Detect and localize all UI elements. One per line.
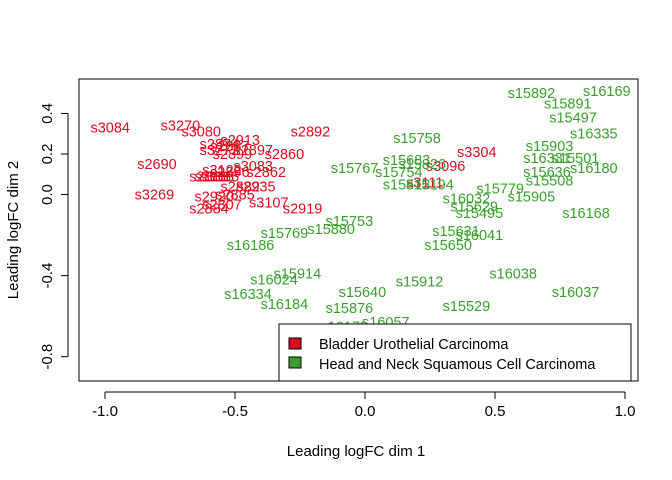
x-tick-label: 0.5 [485,403,506,420]
y-tick-label: -0.8 [39,344,56,370]
sample-point-label: s15683 [383,153,431,169]
x-tick-label: -0.5 [222,403,248,420]
sample-point-label: s15636 [523,165,571,181]
sample-point-label: s15650 [424,238,472,254]
x-axis: -1.0 -0.5 0.0 0.5 1.0 [92,391,636,420]
sample-point-label: s15753 [326,214,374,230]
sample-point-label: s3084 [90,121,130,137]
sample-point-label: s15631 [432,224,480,240]
sample-point-label: s16032 [443,192,491,208]
sample-point-label: s15767 [331,161,379,177]
sample-point-label: s2899 [213,147,253,163]
sample-point-label: s2874 [200,137,240,153]
sample-point-label: s2888 [189,169,229,185]
sample-point-label: s15876 [326,301,374,317]
y-tick-label: 0.4 [39,103,56,124]
legend-label-bladder: Bladder Urothelial Carcinoma [319,337,509,353]
sample-point-label: s15779 [476,181,524,197]
sample-point-label: s16335 [570,127,618,143]
sample-point-label: s15629 [450,200,498,216]
sample-point-label: s15912 [396,275,444,291]
sample-point-label: s2920 [194,190,234,206]
x-tick-label: 1.0 [615,403,636,420]
legend-swatch-bladder [288,337,302,350]
y-tick-label: 0.0 [39,184,56,205]
sample-point-label: s2887 [210,139,250,155]
sample-point-label: s2882 [220,179,260,195]
y-axis: -0.8 -0.4 0.0 0.2 0.4 [39,103,69,370]
legend-swatch-head-neck [288,356,302,369]
sample-point-label: s3083 [233,159,273,175]
sample-point-label: s2862 [246,165,286,181]
sample-point-label: s2892 [291,125,331,141]
sample-point-label: s16041 [456,228,504,244]
sample-point-label: s16186 [227,238,275,254]
sample-point-label: s3080 [181,125,221,141]
sample-point-label: s2897 [233,143,273,159]
sample-point-label: s2913 [220,133,260,149]
y-tick-label: -0.4 [39,263,56,289]
sample-point-label: s2860 [265,147,305,163]
sample-point-label: s3269 [135,188,175,204]
y-tick-label: 0.2 [39,144,56,165]
legend-box [278,323,632,382]
sample-point-label: s2807 [202,198,242,214]
sample-point-label: s2919 [283,202,323,218]
sample-point-label: s2885 [215,188,255,204]
sample-point-label: s15501 [552,151,600,167]
sample-point-label: s15892 [508,86,556,102]
sample-point-label: s15194 [406,177,454,193]
sample-point-label: s15903 [526,139,574,155]
x-tick-label: 0.0 [355,403,376,420]
sample-point-label: s3270 [161,119,201,135]
sample-point-label: s15640 [339,285,387,301]
sample-point-label: s3272 [200,143,240,159]
sample-point-label: s3085 [200,169,240,185]
sample-point-label: s15495 [456,206,504,222]
sample-point-label: s16168 [562,206,610,222]
sample-point-label: s15513 [383,177,431,193]
sample-point-label: s15914 [274,267,322,283]
sample-point-label: s16038 [489,267,537,283]
sample-point-label: s16180 [570,161,618,177]
sample-point-label: s15497 [549,111,597,127]
sample-point-label: s16169 [583,84,631,100]
x-axis-title: Leading logFC dim 1 [287,443,425,460]
sample-point-label: s3107 [249,196,289,212]
sample-point-label: s15529 [443,299,491,315]
legend-label-head-neck: Head and Neck Squamous Cell Carcinoma [319,357,596,373]
sample-point-label: s3122 [202,163,242,179]
sample-point-label: s3088 [194,169,234,185]
sample-point-label: s2884 [189,202,229,218]
sample-point-label: s16024 [250,273,298,289]
sample-point-label: s2935 [236,179,276,195]
sample-point-label: s15826 [398,157,446,173]
sample-point-label: s2690 [137,157,177,173]
sample-point-label: s16334 [224,287,272,303]
sample-point-label: s2896 [210,165,250,181]
sample-point-label: s16184 [261,297,309,313]
sample-point-label: s15758 [393,131,441,147]
y-axis-title: Leading logFC dim 2 [5,161,22,299]
sample-point-label: s15754 [375,165,423,181]
sample-point-label: s15880 [307,222,355,238]
sample-point-label: s15769 [261,226,309,242]
sample-point-label: s16037 [552,285,600,301]
sample-point-label: s15891 [544,96,592,112]
sample-point-label: s15508 [526,173,574,189]
sample-point-label: s16331 [523,151,571,167]
sample-point-label: s15905 [508,190,556,206]
x-tick-label: -1.0 [92,403,118,420]
sample-point-label: s3304 [457,145,497,161]
sample-point-label: s3111 [406,175,443,191]
sample-point-label: s3096 [426,159,466,175]
legend: Bladder Urothelial Carcinoma Head and Ne… [278,323,632,382]
